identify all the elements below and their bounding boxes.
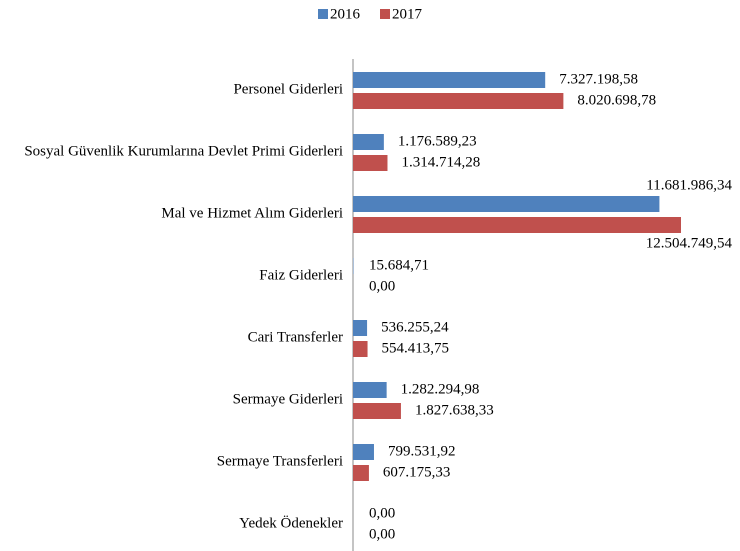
category-label: Sermaye Giderleri xyxy=(232,391,343,408)
value-label: 15.684,71 xyxy=(369,257,429,273)
bar xyxy=(353,320,368,336)
category-label: Personel Giderleri xyxy=(233,81,343,98)
value-label: 0,00 xyxy=(369,526,395,542)
legend-swatch xyxy=(318,9,328,19)
value-label: 554.413,75 xyxy=(382,340,450,356)
legend-swatch xyxy=(380,9,390,19)
category-label: Yedek Ödenekler xyxy=(239,515,343,532)
bar xyxy=(353,465,369,481)
value-label: 0,00 xyxy=(369,505,395,521)
bar xyxy=(353,382,387,398)
value-label: 0,00 xyxy=(369,278,395,294)
bar xyxy=(353,217,681,233)
category-label: Sermaye Transferleri xyxy=(216,453,343,470)
value-label: 799.531,92 xyxy=(388,443,456,459)
bar xyxy=(353,444,374,460)
value-label: 11.681.986,34 xyxy=(646,177,732,193)
value-label: 1.827.638,33 xyxy=(415,402,494,418)
category-label: Cari Transferler xyxy=(247,329,343,346)
value-label: 536.255,24 xyxy=(381,319,449,335)
value-label: 7.327.198,58 xyxy=(559,71,638,87)
value-label: 1.314.714,28 xyxy=(401,154,480,170)
legend-label: 2016 xyxy=(330,6,361,22)
value-label: 1.282.294,98 xyxy=(401,381,480,397)
bar xyxy=(353,341,368,357)
category-label: Sosyal Güvenlik Kurumlarına Devlet Primi… xyxy=(24,143,343,160)
bar xyxy=(353,403,401,419)
bar xyxy=(353,155,388,171)
category-label: Faiz Giderleri xyxy=(259,267,343,284)
value-label: 8.020.698,78 xyxy=(577,92,656,108)
bar xyxy=(353,196,660,212)
value-label: 607.175,33 xyxy=(383,464,451,480)
value-label: 12.504.749,54 xyxy=(646,235,733,251)
legend-label: 2017 xyxy=(392,6,423,22)
bar xyxy=(353,93,564,109)
value-label: 1.176.589,23 xyxy=(398,133,477,149)
bar xyxy=(353,72,546,88)
bar xyxy=(353,134,384,150)
category-label: Mal ve Hizmet Alım Giderleri xyxy=(161,205,343,222)
